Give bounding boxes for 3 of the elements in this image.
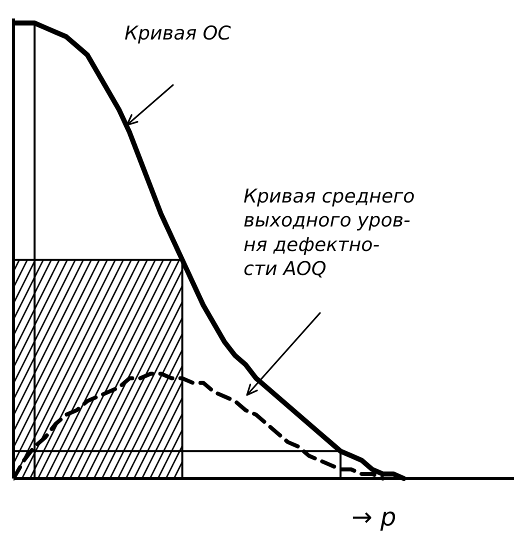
x-axis-title: → p [352,502,396,532]
annotation: Кривая среднего выходного уров- ня дефектно- сти AOQ [244,186,415,280]
annotation: Кривая OC [124,22,232,44]
